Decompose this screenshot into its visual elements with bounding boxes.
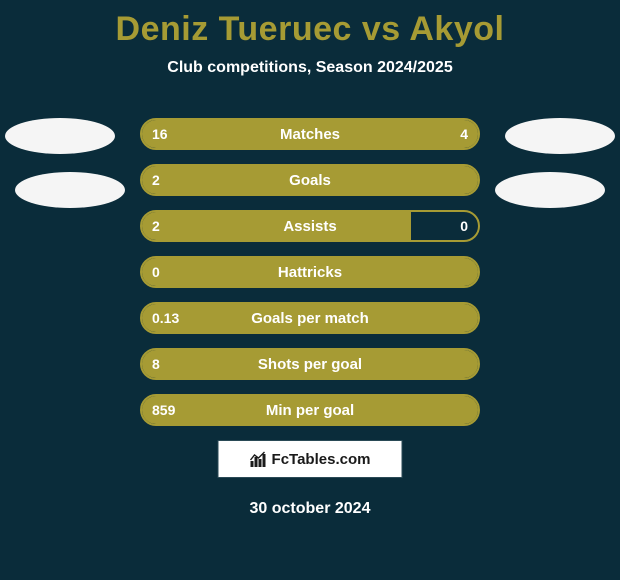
bar-stat-name: Min per goal — [142, 396, 478, 424]
bar-stat-name: Goals — [142, 166, 478, 194]
stat-bar: 0Hattricks — [140, 256, 480, 288]
page-subtitle: Club competitions, Season 2024/2025 — [0, 59, 620, 77]
stat-bar: 2Assists0 — [140, 210, 480, 242]
bar-stat-name: Assists — [142, 212, 478, 240]
bar-stat-name: Hattricks — [142, 258, 478, 286]
stat-bar: 2Goals — [140, 164, 480, 196]
brand-box: FcTables.com — [218, 440, 403, 478]
footer-date: 30 october 2024 — [0, 500, 620, 518]
bar-stat-name: Matches — [142, 120, 478, 148]
brand-chart-icon — [250, 450, 268, 468]
player-right-avatar-2 — [495, 172, 605, 208]
stat-bar: 0.13Goals per match — [140, 302, 480, 334]
bar-stat-name: Shots per goal — [142, 350, 478, 378]
bar-stat-name: Goals per match — [142, 304, 478, 332]
stat-bar: 16Matches4 — [140, 118, 480, 150]
stat-bar: 859Min per goal — [140, 394, 480, 426]
page-title: Deniz Tueruec vs Akyol — [0, 0, 620, 49]
bar-value-right: 0 — [460, 212, 468, 240]
bar-value-right: 4 — [460, 120, 468, 148]
stats-bars: 16Matches42Goals2Assists00Hattricks0.13G… — [140, 118, 480, 440]
player-left-avatar-2 — [15, 172, 125, 208]
player-left-avatar-1 — [5, 118, 115, 154]
player-right-avatar-1 — [505, 118, 615, 154]
brand-text: FcTables.com — [272, 451, 371, 468]
stat-bar: 8Shots per goal — [140, 348, 480, 380]
